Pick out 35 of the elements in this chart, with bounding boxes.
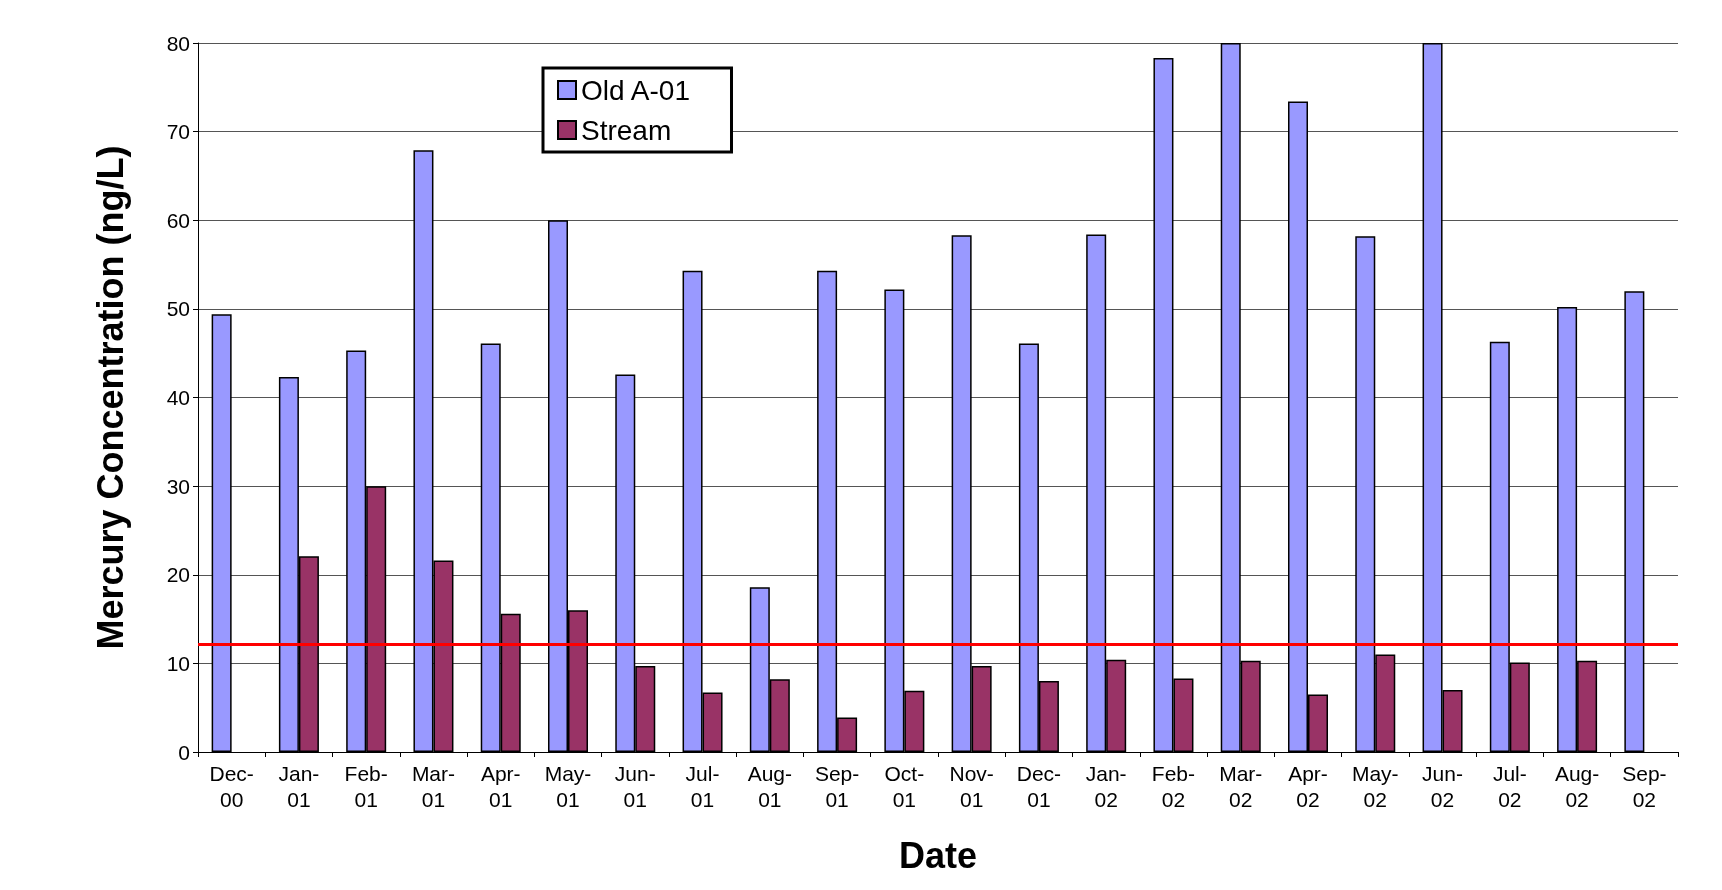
x-axis-title: Date [898, 834, 978, 876]
x-tick-label: Feb-01 [344, 761, 388, 811]
x-tick-label: Feb-02 [1151, 761, 1196, 811]
legend-label: Old A-01 [581, 74, 690, 106]
y-tick-label: 70 [166, 120, 190, 144]
x-tick-label: Sep-02 [1622, 761, 1667, 811]
y-tick-label: 10 [166, 651, 190, 675]
x-tick-label: Jul-01 [685, 761, 720, 811]
x-tick-label: Oct-01 [884, 761, 925, 811]
y-tick-label: 30 [166, 474, 190, 498]
y-tick-label: 80 [166, 31, 190, 55]
x-tick-label: Mar-01 [411, 761, 456, 811]
x-tick-label: Apr-02 [1288, 761, 1328, 811]
y-tick-label: 40 [166, 386, 190, 409]
x-tick-label: Dec-00 [209, 761, 254, 811]
x-tick-label: May-02 [1351, 761, 1399, 811]
x-tick-label: Apr-01 [480, 761, 521, 811]
y-axis-title: Mercury Concentration (ng/L) [89, 145, 131, 650]
x-tick-label: Aug-02 [1554, 761, 1600, 811]
x-tick-label: Dec-01 [1016, 761, 1062, 811]
x-tick-label: Jan-02 [1085, 761, 1127, 811]
x-tick-label: Jun-02 [1422, 761, 1463, 811]
x-tick-label: May-01 [544, 761, 592, 811]
x-tick-label: Nov-01 [949, 761, 994, 811]
y-tick-label: 0 [178, 740, 190, 764]
x-tick-label: Aug-01 [747, 761, 792, 811]
y-tick-label: 60 [166, 208, 190, 232]
x-tick-label: Jan-01 [278, 761, 320, 811]
x-tick-label: Sep-01 [814, 761, 860, 811]
x-tick-label: Mar-02 [1219, 761, 1263, 811]
legend-label: Stream [581, 114, 672, 146]
y-tick-label: 50 [166, 297, 190, 321]
x-tick-label: Jun-01 [614, 761, 656, 811]
x-tick-label: Jul-02 [1492, 761, 1527, 811]
y-tick-label: 20 [166, 563, 190, 587]
